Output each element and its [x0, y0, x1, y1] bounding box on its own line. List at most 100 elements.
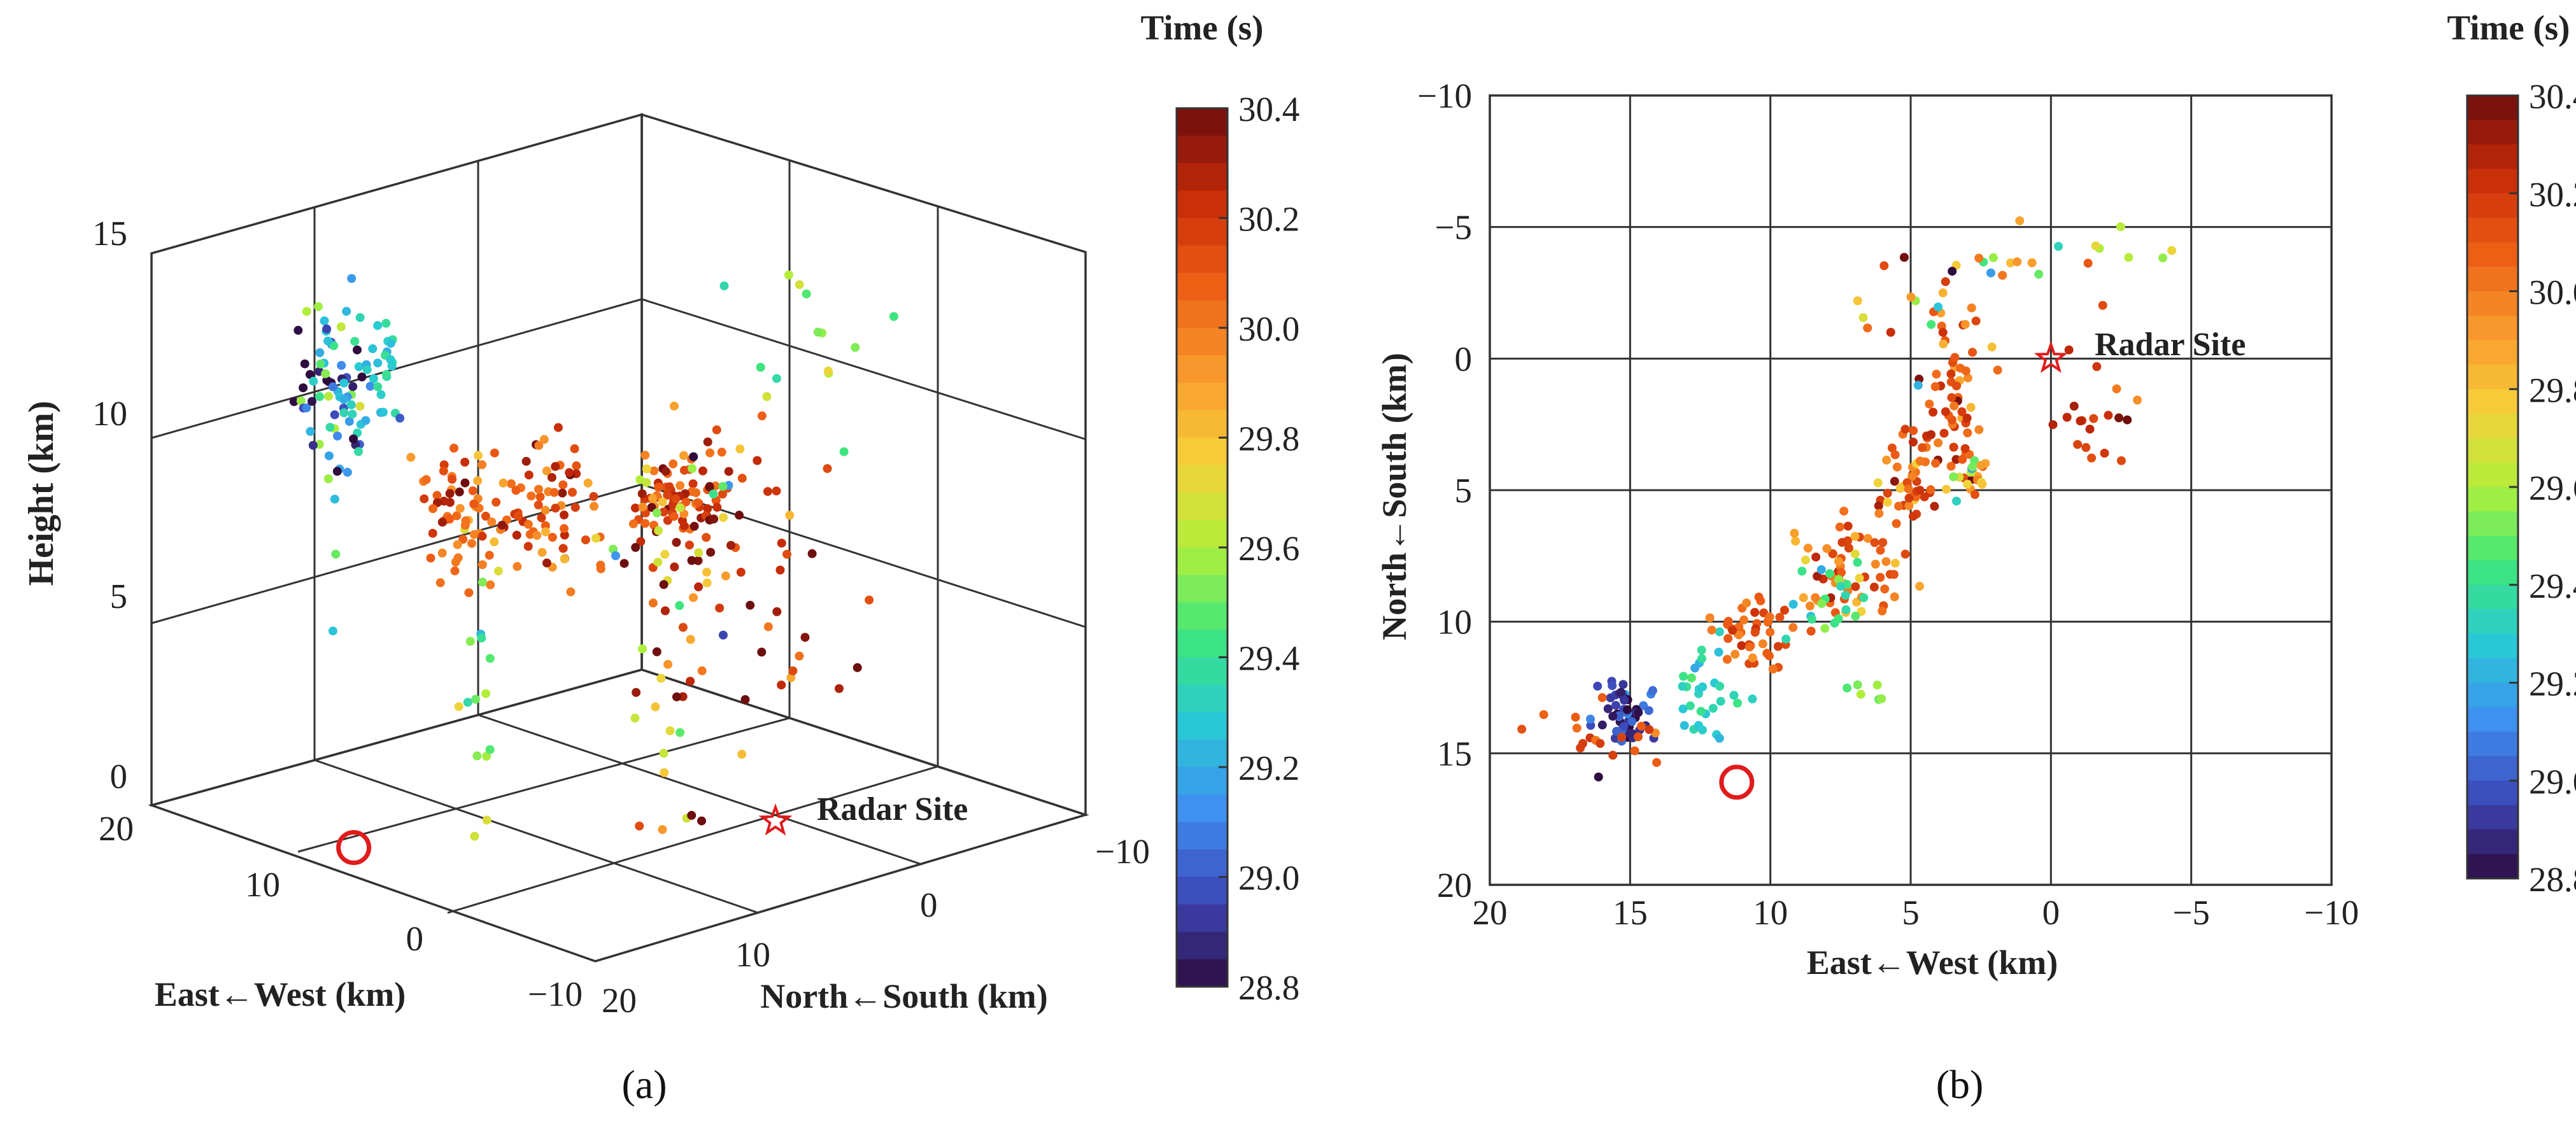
point-a [309, 376, 318, 386]
point-a [635, 821, 644, 831]
colorbar-segment [1177, 272, 1228, 301]
point-b [1698, 682, 1708, 691]
point-a [450, 566, 460, 575]
point-b [1889, 570, 1899, 579]
colorbar-b-title: Time (s) [2447, 8, 2570, 47]
point-b [2114, 413, 2123, 423]
point-a [534, 484, 543, 494]
point-b [1890, 477, 1899, 486]
point-a [348, 382, 358, 391]
point-a [553, 423, 563, 432]
point-b [1728, 626, 1737, 635]
point-b [1844, 544, 1853, 553]
point-b [1890, 558, 1900, 568]
point-b [1948, 267, 1957, 276]
point-a [336, 322, 346, 332]
point-a [294, 325, 303, 335]
point-a [672, 692, 681, 701]
point-a [795, 280, 804, 290]
point-a [709, 514, 719, 524]
point-a [589, 491, 598, 501]
colorbar-segment [1177, 136, 1228, 164]
colorbar-segment [2467, 413, 2518, 439]
point-b [1904, 493, 1914, 503]
point-a [712, 502, 722, 512]
radar-site-star-b [2034, 341, 2068, 373]
point-a [453, 553, 463, 563]
colorbar-segment [1177, 904, 1228, 933]
point-b [2083, 258, 2093, 268]
colorbar-tick-label: 29.0 [1238, 859, 1299, 898]
point-b [1932, 369, 1941, 379]
point-a [378, 407, 388, 417]
point-b [1855, 574, 1864, 583]
point-b [2087, 453, 2097, 463]
point-a [688, 464, 697, 473]
point-a [324, 451, 334, 461]
point-b [1970, 490, 1979, 499]
point-a [464, 588, 474, 598]
point-a [853, 663, 862, 672]
point-b [1878, 606, 1887, 616]
point-a [395, 413, 405, 423]
point-a [497, 521, 507, 530]
point-a [763, 622, 773, 631]
point-a [839, 447, 849, 456]
point-b [1597, 720, 1607, 730]
point-a [320, 316, 329, 325]
colorbar-segment [1177, 163, 1228, 192]
point-b [1978, 479, 1987, 489]
colorbar-segment [2467, 854, 2518, 879]
point-a [753, 456, 762, 465]
point-a [772, 374, 781, 383]
colorbar-segment [2467, 731, 2518, 757]
point-a [485, 551, 494, 560]
point-b [1732, 698, 1742, 708]
colorbar-tick-label: 28.8 [1238, 968, 1299, 1007]
point-b [1773, 642, 1783, 651]
point-b [1576, 744, 1585, 752]
point-a [323, 336, 332, 346]
colorbar-segment [1177, 877, 1228, 905]
point-a [365, 381, 375, 391]
point-a [697, 666, 707, 675]
point-a [551, 462, 560, 471]
point-a [800, 633, 810, 642]
point-b [1811, 593, 1820, 602]
colorbar-segment [2467, 242, 2518, 267]
point-a [686, 635, 695, 644]
radar-site-label-a: Radar Site [817, 791, 968, 828]
point-b [1895, 484, 1905, 493]
point-a [362, 365, 372, 374]
point-b [1737, 641, 1746, 651]
point-a [302, 307, 311, 316]
point-a [889, 312, 898, 321]
point-a [679, 451, 688, 460]
point-b [1851, 582, 1860, 591]
point-a [663, 516, 672, 525]
point-a [348, 409, 357, 419]
point-a [656, 673, 666, 683]
point-a [737, 474, 747, 483]
point-b [1951, 455, 1961, 464]
point-b [1596, 738, 1605, 748]
point-a [468, 486, 478, 495]
point-a [316, 359, 325, 369]
point-a [661, 467, 670, 476]
point-b [1908, 437, 1918, 447]
point-b [1879, 261, 1889, 271]
point-b [2116, 222, 2125, 232]
point-a [735, 444, 745, 454]
point-b [1942, 484, 1951, 494]
point-a [651, 702, 660, 712]
point-b [1813, 572, 1822, 581]
point-b [1878, 538, 1888, 547]
point-a [308, 397, 316, 406]
point-b [1799, 593, 1808, 602]
point-b [1788, 600, 1798, 609]
point-a [660, 768, 669, 777]
point-b [1714, 647, 1723, 657]
point-b [1927, 320, 1936, 329]
point-b [1697, 654, 1706, 663]
point-a [439, 497, 449, 506]
